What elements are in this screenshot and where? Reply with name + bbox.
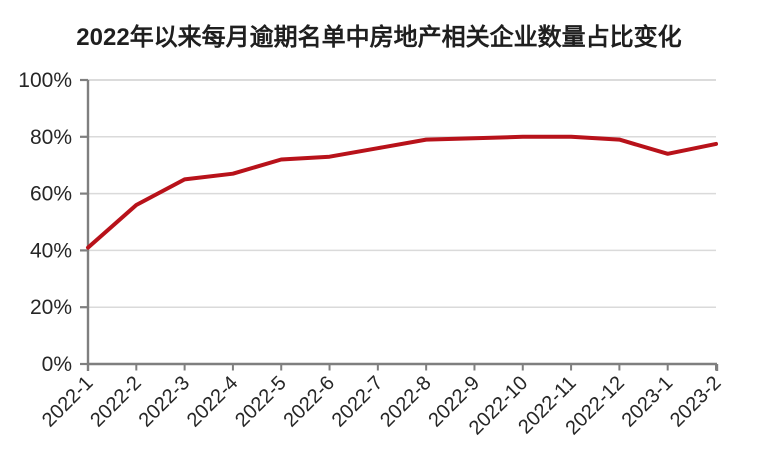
x-axis-tick-label: 2022-2: [86, 372, 146, 432]
y-axis-tick-label: 20%: [30, 296, 72, 319]
chart-title: 2022年以来每月逾期名单中房地产相关企业数量占比变化: [76, 24, 682, 51]
y-axis-tick-label: 0%: [42, 353, 72, 376]
y-axis-tick-label: 100%: [18, 69, 72, 92]
x-axis-tick-label: 2022-4: [183, 372, 243, 432]
x-axis-tick-label: 2023-1: [618, 372, 678, 432]
y-axis-tick-label: 40%: [30, 239, 72, 262]
x-axis-tick-label: 2022-8: [376, 372, 436, 432]
x-axis-tick-label: 2023-2: [666, 372, 726, 432]
data-line: [86, 134, 718, 250]
x-axis-tick-label: 2022-3: [135, 372, 195, 432]
y-axis-tick-label: 60%: [30, 183, 72, 206]
x-axis-tick-label: 2022-5: [231, 372, 291, 432]
y-axis-tick-label: 80%: [30, 126, 72, 149]
x-axis-tick-label: 2022-7: [328, 372, 388, 432]
x-axis-tick-label: 2022-1: [38, 372, 98, 432]
x-axis-tick-label: 2022-6: [279, 372, 339, 432]
